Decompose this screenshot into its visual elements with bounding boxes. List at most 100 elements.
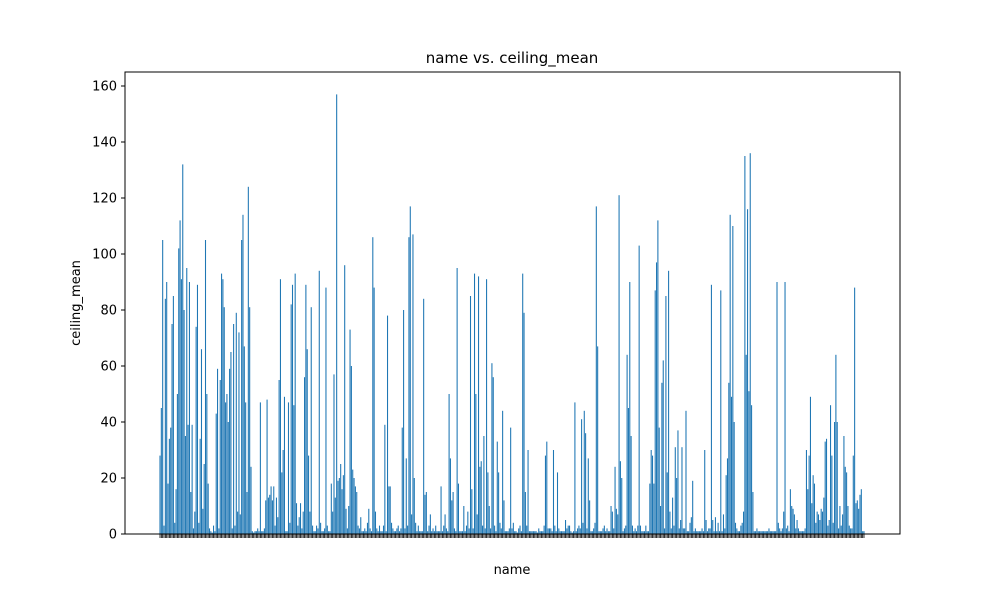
bar	[266, 399, 268, 534]
bar	[594, 522, 596, 534]
bar	[753, 531, 755, 534]
bar	[745, 354, 747, 534]
bar	[166, 282, 168, 534]
bar	[164, 298, 166, 534]
bar	[214, 531, 216, 534]
bar	[672, 497, 674, 534]
bar	[681, 447, 683, 534]
bar	[388, 486, 390, 534]
bar	[851, 528, 853, 534]
bar	[353, 478, 355, 534]
bar	[752, 492, 754, 534]
bar	[751, 405, 753, 534]
bar	[777, 522, 779, 534]
bar	[457, 483, 459, 534]
bar	[685, 410, 687, 534]
bar	[546, 441, 548, 534]
bar	[376, 528, 378, 534]
bar	[585, 433, 587, 534]
bar	[812, 475, 814, 534]
bar	[283, 396, 286, 534]
bar	[548, 528, 551, 534]
x-axis-label: name	[494, 563, 531, 578]
bar	[407, 525, 409, 534]
bar	[320, 522, 322, 534]
bar	[230, 352, 232, 534]
y-tick-label: 140	[92, 136, 117, 151]
bar	[352, 469, 354, 534]
bar	[656, 262, 658, 534]
bar	[226, 394, 228, 534]
bar	[817, 514, 820, 534]
bar	[381, 531, 383, 534]
bar	[823, 497, 825, 534]
bar	[196, 284, 199, 534]
bar	[338, 478, 340, 534]
bar	[206, 394, 208, 534]
bar	[313, 531, 315, 534]
bar	[625, 525, 627, 534]
bar	[772, 531, 774, 534]
bar	[378, 525, 381, 534]
bar	[844, 466, 846, 534]
bar	[847, 506, 849, 534]
bar	[638, 245, 640, 534]
bar	[464, 531, 466, 534]
bar	[599, 531, 601, 534]
bar	[199, 438, 201, 534]
bar	[357, 525, 359, 534]
bar	[852, 455, 854, 534]
bar	[476, 514, 478, 534]
bar	[523, 312, 525, 534]
bar	[287, 402, 290, 534]
bar	[633, 531, 635, 534]
bar	[333, 374, 335, 534]
bar	[843, 436, 845, 534]
bar	[649, 483, 651, 534]
bar	[285, 531, 287, 534]
bar	[615, 508, 617, 534]
bar	[744, 156, 746, 534]
bar	[646, 531, 648, 534]
bar	[404, 528, 406, 534]
bar	[324, 528, 326, 534]
bar	[488, 506, 490, 534]
bar	[634, 528, 636, 534]
bar	[702, 531, 704, 534]
bar	[791, 506, 793, 534]
bar	[701, 528, 703, 534]
bar	[215, 413, 217, 534]
bar	[194, 511, 196, 534]
bar	[294, 273, 296, 534]
bar	[480, 461, 482, 534]
bar	[334, 497, 336, 534]
bar	[384, 424, 386, 534]
bar	[483, 436, 485, 534]
chart-title: name vs. ceiling_mean	[426, 49, 599, 68]
bar	[222, 279, 224, 534]
bar	[361, 531, 363, 534]
bar	[662, 360, 664, 534]
y-tick-label: 80	[100, 304, 117, 319]
bar	[277, 517, 279, 534]
bar	[337, 480, 339, 534]
bar	[678, 528, 680, 534]
bar	[783, 511, 785, 534]
bar	[787, 525, 789, 534]
bar	[832, 522, 834, 534]
bar	[558, 528, 560, 534]
bar	[282, 450, 284, 534]
bar	[813, 483, 816, 534]
bar	[804, 528, 806, 534]
bar	[846, 472, 848, 534]
bar	[674, 447, 676, 534]
bar	[542, 531, 544, 534]
bar	[535, 531, 537, 534]
bar	[348, 506, 350, 534]
bar	[198, 522, 200, 534]
bar	[254, 531, 256, 534]
bar	[577, 528, 579, 534]
bar	[780, 531, 782, 534]
bar	[346, 528, 348, 534]
bar	[775, 531, 777, 534]
